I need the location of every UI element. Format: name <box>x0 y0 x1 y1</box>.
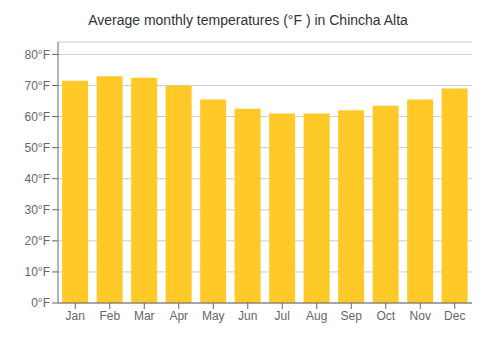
svg-text:Apr: Apr <box>169 309 188 323</box>
svg-text:May: May <box>202 309 225 323</box>
svg-text:70°F: 70°F <box>25 79 50 93</box>
svg-text:Jan: Jan <box>66 309 85 323</box>
svg-text:Jul: Jul <box>275 309 290 323</box>
svg-text:20°F: 20°F <box>25 234 50 248</box>
svg-text:30°F: 30°F <box>25 203 50 217</box>
svg-text:50°F: 50°F <box>25 141 50 155</box>
svg-text:Mar: Mar <box>134 309 155 323</box>
svg-text:40°F: 40°F <box>25 172 50 186</box>
svg-text:Feb: Feb <box>99 309 120 323</box>
svg-text:Nov: Nov <box>410 309 431 323</box>
svg-text:80°F: 80°F <box>25 48 50 62</box>
html-text:Average monthly temperatures (: Average monthly temperatures (°F ) in Ch… <box>88 12 408 28</box>
svg-text:Dec: Dec <box>444 309 465 323</box>
svg-text:Jun: Jun <box>238 309 257 323</box>
svg-text:60°F: 60°F <box>25 110 50 124</box>
svg-text:Oct: Oct <box>376 309 395 323</box>
svg-text:Sep: Sep <box>341 309 363 323</box>
svg-text:0°F: 0°F <box>31 296 50 310</box>
svg-text:Aug: Aug <box>306 309 327 323</box>
svg-text:10°F: 10°F <box>25 265 50 279</box>
